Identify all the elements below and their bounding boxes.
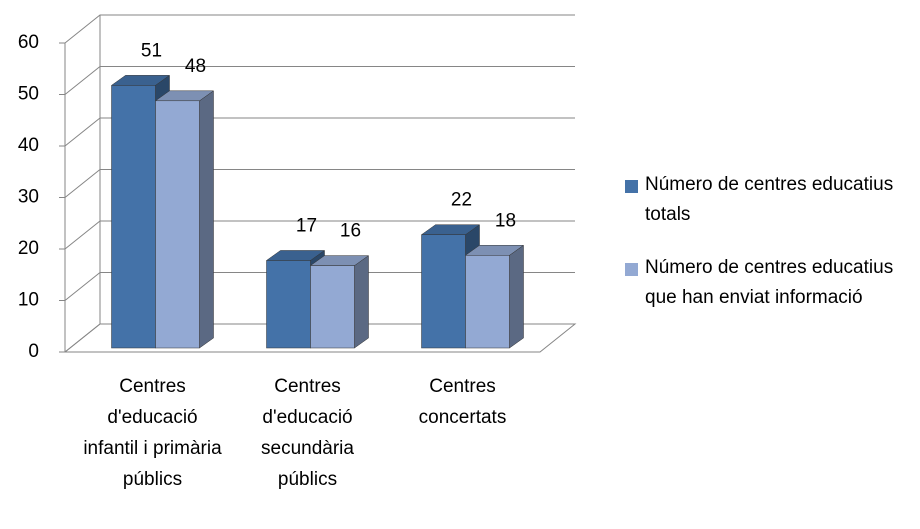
y-tick-label: 20 [18,238,39,259]
grid-line [64,117,575,147]
grid-line [64,14,575,44]
data-label: 16 [340,221,361,242]
legend-label: Número de centres educatius totals [645,174,894,225]
bar-side [509,244,524,349]
legend-swatch [625,180,638,193]
bar-side [354,255,369,349]
x-tick-label: Centres concertats [418,376,507,428]
x-tick-label: Centres d'educació secundària públics [261,376,354,490]
grid-line [64,66,575,95]
bar-front [155,100,200,349]
bar [464,244,525,349]
y-tick-label: 50 [18,84,39,105]
bar-front [266,260,311,349]
data-label: 48 [185,56,206,77]
bar-front [465,255,510,349]
grid-line [64,169,575,198]
grid-line [64,272,575,301]
bar [154,90,215,349]
data-label: 18 [495,210,516,231]
x-tick-label: Centres d'educació infantil i primària p… [83,376,222,490]
bar [309,255,370,349]
data-label: 22 [451,190,472,211]
grid-line [64,220,575,250]
bar-front [111,85,156,349]
y-tick-label: 60 [18,32,39,53]
grid-line [64,323,575,353]
legend-label: Número de centres educatius que han envi… [645,257,894,308]
bar-side [199,90,214,349]
data-label: 17 [296,215,317,236]
bar-front [421,234,466,349]
y-tick-label: 40 [18,135,39,156]
data-label: 51 [141,40,162,61]
y-tick-label: 10 [18,290,39,311]
y-tick-label: 0 [28,341,39,362]
y-tick-label: 30 [18,187,39,208]
legend-swatch [625,263,638,276]
bar-front [310,265,355,349]
